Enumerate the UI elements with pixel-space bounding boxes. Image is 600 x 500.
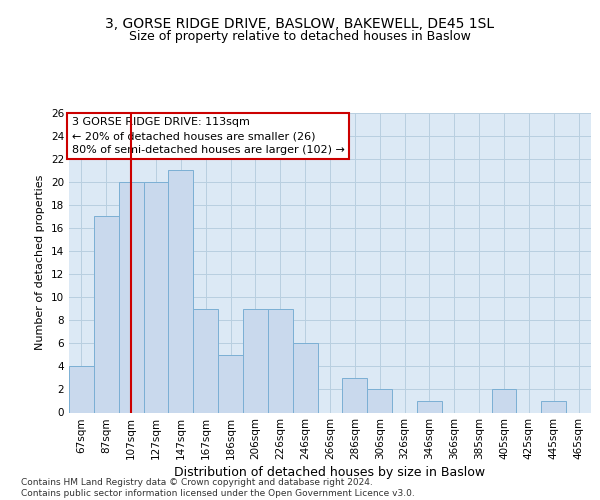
Bar [367, 390, 392, 412]
X-axis label: Distribution of detached houses by size in Baslow: Distribution of detached houses by size … [175, 466, 485, 479]
Text: 3, GORSE RIDGE DRIVE, BASLOW, BAKEWELL, DE45 1SL: 3, GORSE RIDGE DRIVE, BASLOW, BAKEWELL, … [106, 18, 494, 32]
Bar [169, 170, 193, 412]
Bar [218, 355, 243, 412]
Bar [417, 401, 442, 412]
Bar [343, 378, 367, 412]
Bar [293, 344, 317, 412]
Bar [541, 401, 566, 412]
Bar [119, 182, 143, 412]
Bar [268, 308, 293, 412]
Y-axis label: Number of detached properties: Number of detached properties [35, 175, 46, 350]
Text: Contains HM Land Registry data © Crown copyright and database right 2024.
Contai: Contains HM Land Registry data © Crown c… [21, 478, 415, 498]
Bar [491, 390, 517, 412]
Bar [193, 308, 218, 412]
Text: 3 GORSE RIDGE DRIVE: 113sqm
← 20% of detached houses are smaller (26)
80% of sem: 3 GORSE RIDGE DRIVE: 113sqm ← 20% of det… [71, 117, 344, 155]
Bar [94, 216, 119, 412]
Text: Size of property relative to detached houses in Baslow: Size of property relative to detached ho… [129, 30, 471, 43]
Bar [69, 366, 94, 412]
Bar [243, 308, 268, 412]
Bar [143, 182, 169, 412]
